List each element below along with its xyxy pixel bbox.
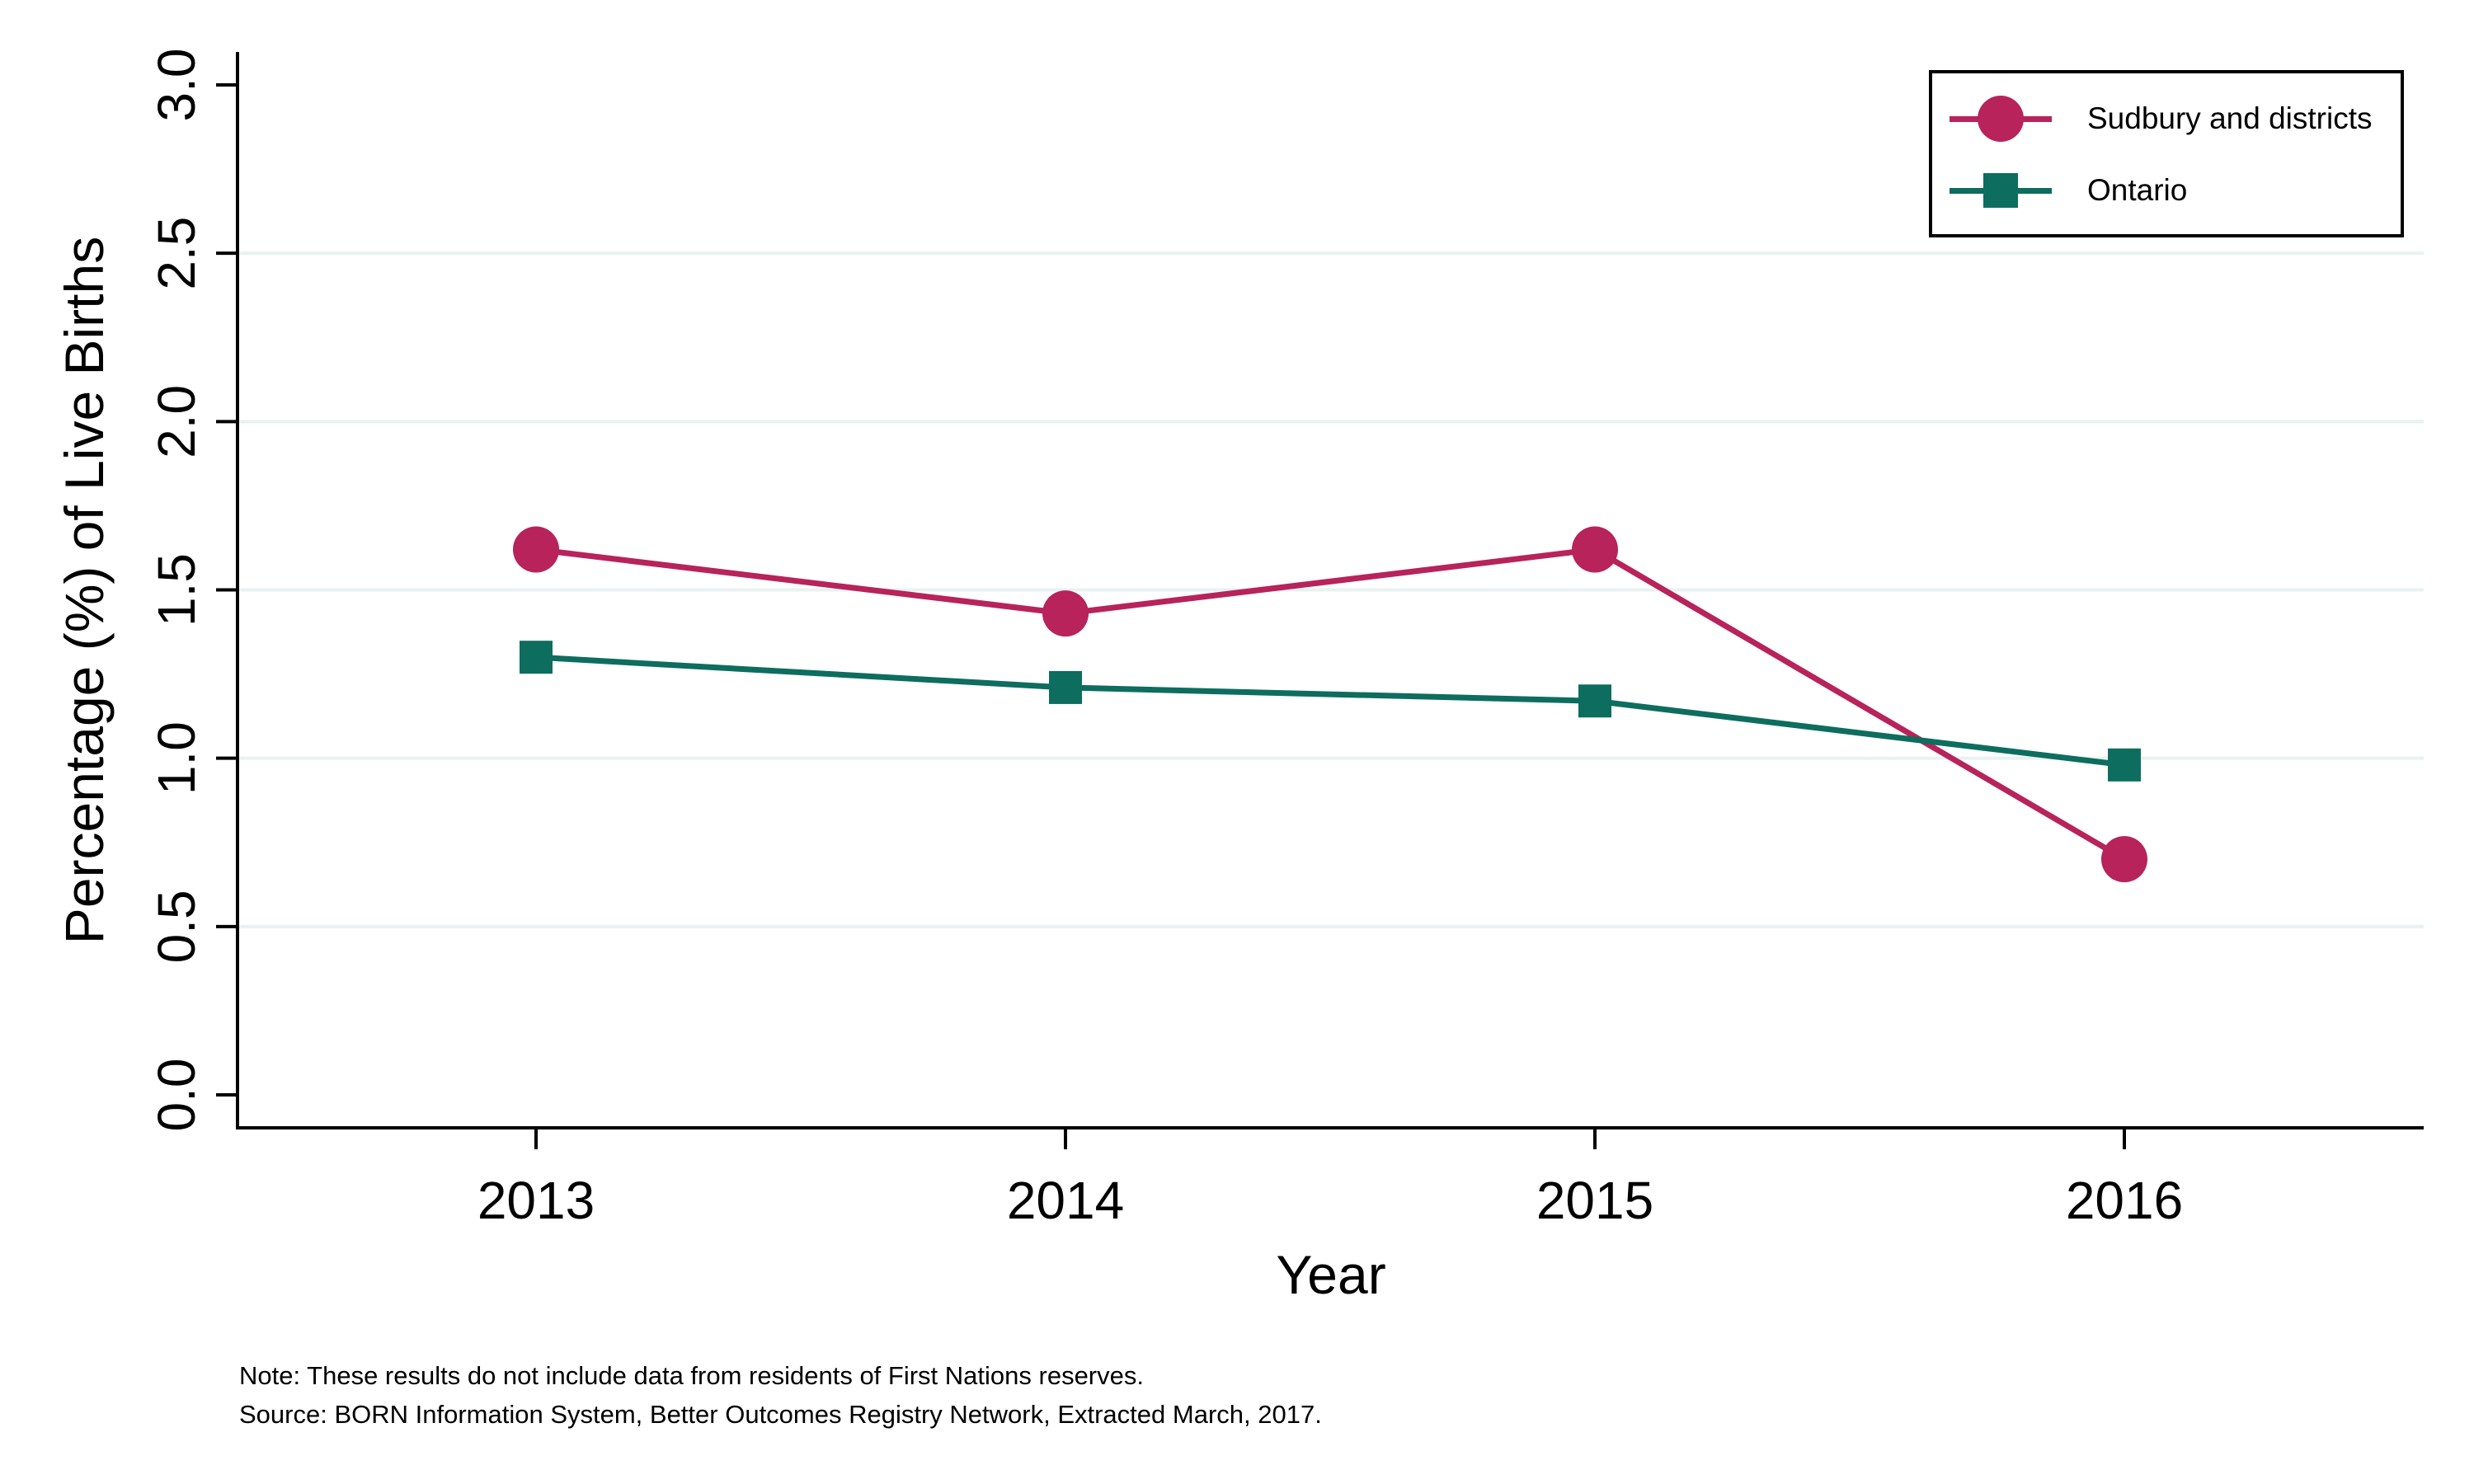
y-tick-label: 3.0 (147, 49, 206, 122)
legend-box: Sudbury and districts Ontario (1929, 70, 2404, 237)
y-tick-label: 1.5 (147, 553, 206, 627)
data-point-circle (1042, 590, 1089, 637)
legend-label: Sudbury and districts (2087, 101, 2373, 135)
data-point-square (1578, 684, 1611, 718)
x-axis-title: Year (1276, 1244, 1386, 1305)
x-tick-label: 2016 (2066, 1171, 2183, 1230)
notes: Note: These results do not include data … (239, 1356, 1322, 1434)
data-point-square (2108, 748, 2141, 782)
note-line: Note: These results do not include data … (239, 1361, 1144, 1390)
x-tick-label: 2013 (477, 1171, 595, 1230)
legend-circle-icon (1978, 96, 2024, 142)
data-point-circle (1572, 526, 1618, 573)
legend-square-icon (1983, 173, 2018, 208)
data-point-square (520, 641, 553, 674)
y-axis-title: Percentage (%) of Live Births (54, 236, 115, 945)
y-tick-label: 1.0 (147, 721, 206, 795)
x-tick-label: 2014 (1007, 1171, 1124, 1230)
data-point-square (1049, 670, 1082, 704)
source-line: Source: BORN Information System, Better … (239, 1400, 1322, 1429)
legend-label: Ontario (2087, 173, 2188, 207)
y-tick-label: 2.0 (147, 385, 206, 458)
data-point-circle (2101, 836, 2147, 883)
x-tick-label: 2015 (1536, 1171, 1653, 1230)
y-tick-label: 0.5 (147, 890, 206, 963)
y-tick-label: 0.0 (147, 1059, 206, 1132)
data-point-circle (513, 526, 559, 573)
series-line-circle (535, 546, 2126, 862)
series-line-square (535, 654, 2125, 768)
y-tick-label: 2.5 (147, 217, 206, 290)
